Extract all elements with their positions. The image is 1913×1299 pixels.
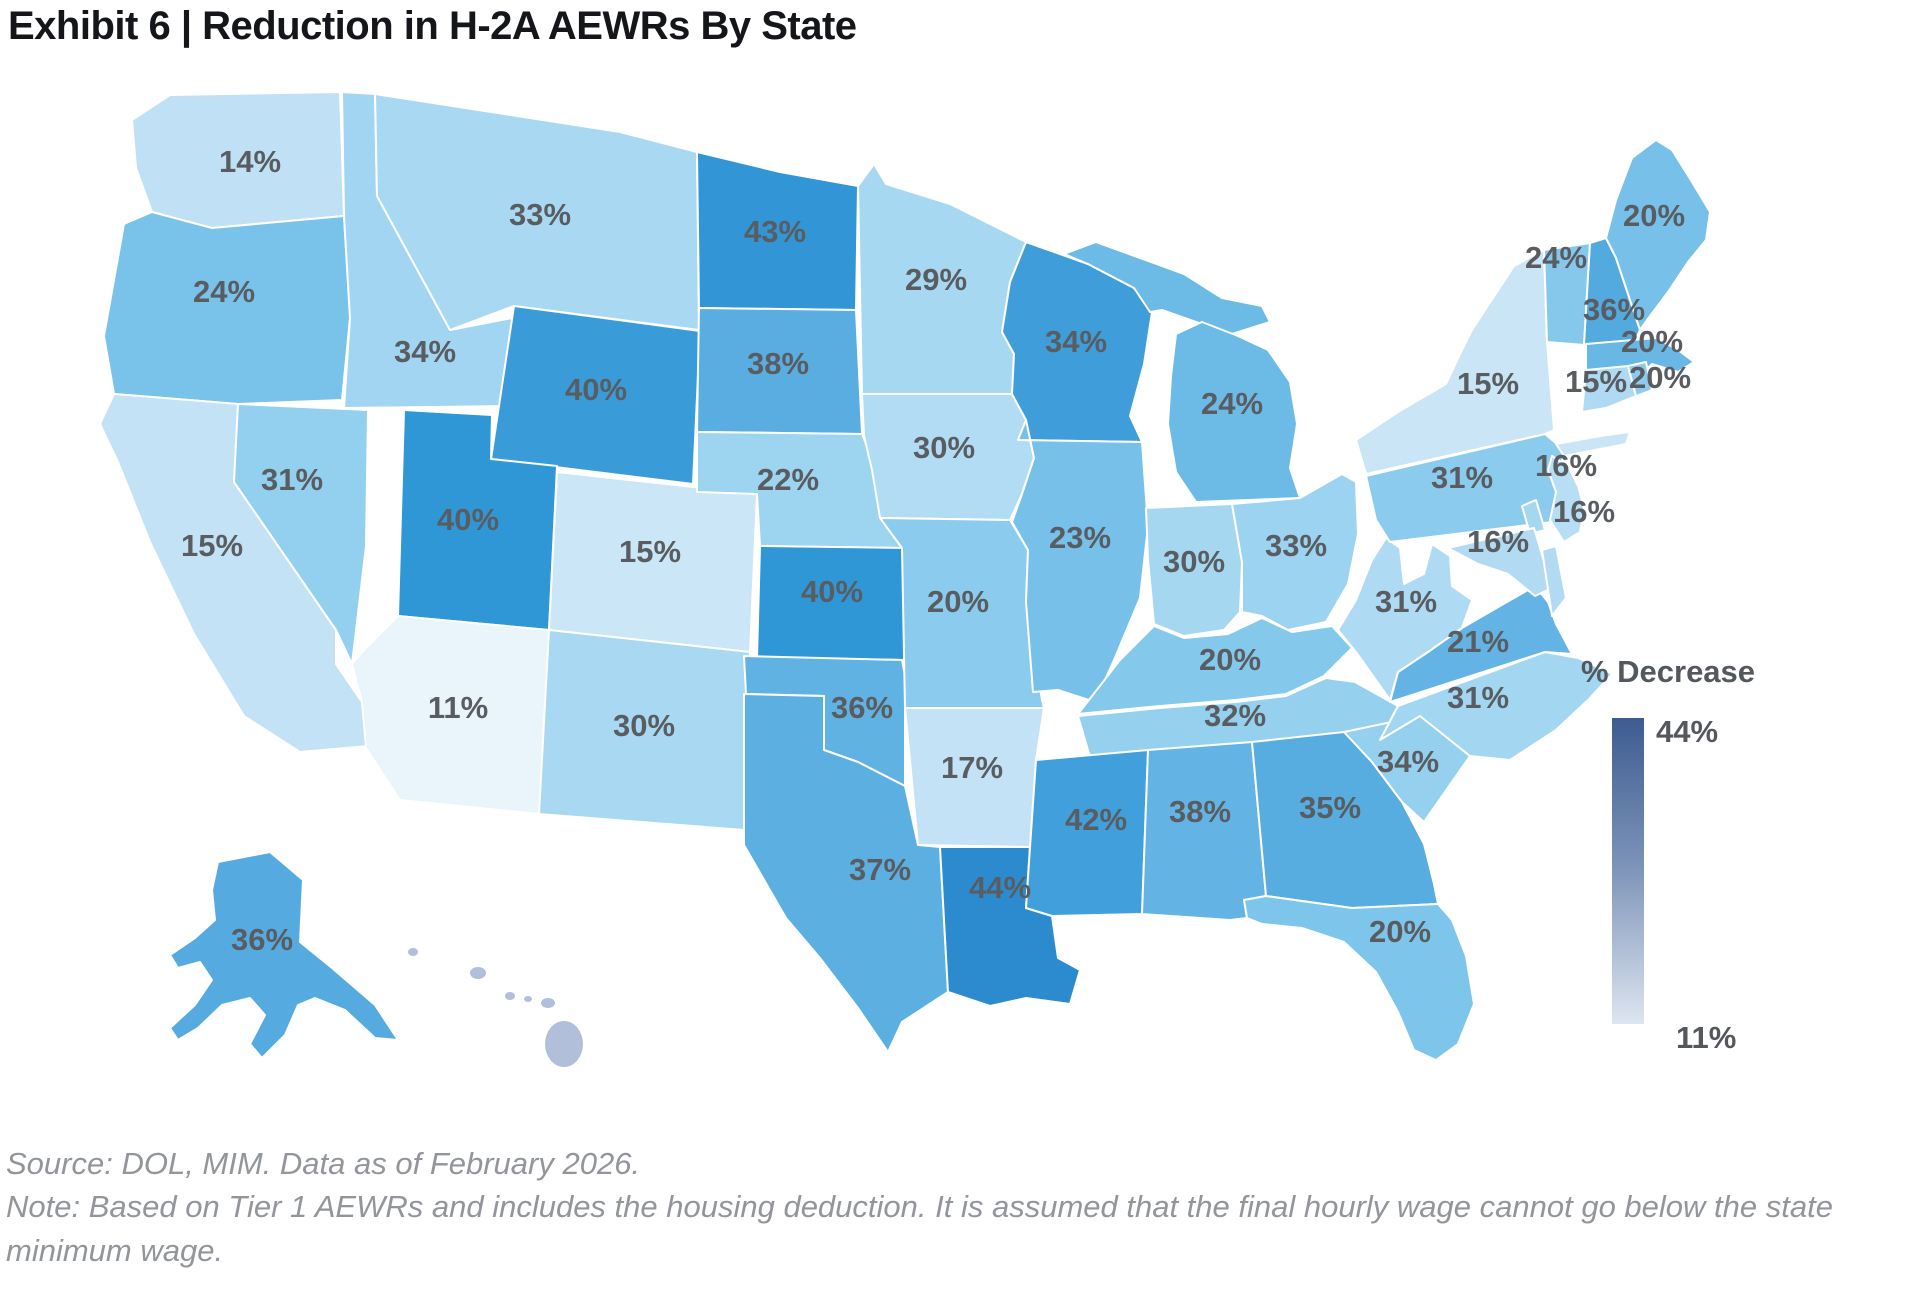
state-label-wa: 14% xyxy=(219,144,281,179)
state-hi-island xyxy=(408,948,418,956)
state-nj xyxy=(1547,455,1585,543)
state-il xyxy=(1011,419,1149,703)
state-label-ky: 20% xyxy=(1199,642,1261,677)
state-label-mt: 33% xyxy=(509,197,571,232)
state-label-fl: 20% xyxy=(1369,914,1431,949)
states-layer xyxy=(99,91,1711,1067)
legend-title: % Decrease xyxy=(1581,654,1755,689)
legend-max-label: 44% xyxy=(1656,714,1718,749)
state-label-oh: 33% xyxy=(1265,528,1327,563)
state-hi-island xyxy=(505,992,515,1000)
state-hi-island xyxy=(470,967,486,979)
state-ak xyxy=(169,851,399,1059)
state-label-nh: 36% xyxy=(1583,292,1645,327)
state-md xyxy=(1447,527,1553,597)
state-label-nd: 43% xyxy=(744,214,806,249)
state-label-ny: 15% xyxy=(1457,366,1519,401)
state-label-ct: 15% xyxy=(1565,364,1627,399)
state-label-sc: 34% xyxy=(1377,744,1439,779)
state-label-nc: 31% xyxy=(1447,680,1509,715)
map-legend: % Decrease 44% 11% xyxy=(1581,654,1755,1055)
state-label-mn: 29% xyxy=(905,262,967,297)
page-title: Exhibit 6 | Reduction in H-2A AEWRs By S… xyxy=(8,4,857,48)
state-al xyxy=(1141,741,1267,921)
state-mi xyxy=(1167,321,1301,503)
state-md xyxy=(1541,545,1567,617)
state-label-la: 44% xyxy=(969,870,1031,905)
state-oh xyxy=(1231,473,1359,631)
state-label-ma: 20% xyxy=(1621,324,1683,359)
state-ny xyxy=(1355,249,1555,475)
state-label-de: 16% xyxy=(1553,494,1615,529)
state-label-wy: 40% xyxy=(565,372,627,407)
state-label-ia: 30% xyxy=(913,430,975,465)
state-wy xyxy=(490,305,701,485)
state-label-ut: 40% xyxy=(437,502,499,537)
state-label-va: 21% xyxy=(1447,624,1509,659)
source-note: Source: DOL, MIM. Data as of February 20… xyxy=(6,1146,641,1181)
state-label-nv: 31% xyxy=(261,462,323,497)
state-label-vt: 24% xyxy=(1525,240,1587,275)
state-hi-island xyxy=(545,1021,583,1067)
state-de xyxy=(1521,499,1546,535)
state-label-ms: 42% xyxy=(1065,802,1127,837)
state-label-tx: 37% xyxy=(849,852,911,887)
state-label-pa: 31% xyxy=(1431,460,1493,495)
state-fl xyxy=(1243,895,1475,1061)
state-label-co: 15% xyxy=(619,534,681,569)
state-label-ga: 35% xyxy=(1299,790,1361,825)
state-label-az: 11% xyxy=(428,690,488,725)
state-label-il: 23% xyxy=(1049,520,1111,555)
legend-min-label: 11% xyxy=(1676,1020,1736,1055)
state-label-md: 16% xyxy=(1467,524,1529,559)
state-label-wv: 31% xyxy=(1375,584,1437,619)
state-label-ok: 36% xyxy=(831,690,893,725)
state-labels-layer: 14%24%15%31%34%33%40%40%15%11%30%43%38%2… xyxy=(181,144,1691,957)
state-ct xyxy=(1581,365,1637,413)
state-ny xyxy=(1555,431,1631,457)
state-nd xyxy=(696,151,859,311)
state-label-ne: 22% xyxy=(757,462,819,497)
state-label-wi: 34% xyxy=(1045,324,1107,359)
state-label-tn: 32% xyxy=(1204,698,1266,733)
state-label-in: 30% xyxy=(1163,544,1225,579)
state-ky xyxy=(1077,617,1353,715)
state-label-ak: 36% xyxy=(231,922,293,957)
state-label-ar: 17% xyxy=(941,750,1003,785)
methodology-note: Note: Based on Tier 1 AEWRs and includes… xyxy=(6,1189,1833,1268)
footer-notes: Source: DOL, MIM. Data as of February 20… xyxy=(6,1142,1911,1272)
state-me xyxy=(1605,139,1711,331)
state-wv xyxy=(1337,537,1473,701)
state-ri xyxy=(1627,361,1653,397)
state-hi-island xyxy=(524,996,532,1002)
state-label-ri: 20% xyxy=(1629,360,1691,395)
state-label-ca: 15% xyxy=(181,528,243,563)
state-label-nj: 16% xyxy=(1535,448,1597,483)
state-label-id: 34% xyxy=(394,334,456,369)
state-label-me: 20% xyxy=(1623,198,1685,233)
state-label-al: 38% xyxy=(1169,794,1231,829)
state-label-ks: 40% xyxy=(801,574,863,609)
state-label-mo: 20% xyxy=(927,584,989,619)
state-label-nm: 30% xyxy=(613,708,675,743)
state-label-sd: 38% xyxy=(747,346,809,381)
state-hi-island xyxy=(541,998,555,1008)
state-label-or: 24% xyxy=(193,274,255,309)
state-nc xyxy=(1379,651,1613,761)
state-or xyxy=(103,211,351,405)
state-mi xyxy=(1063,241,1271,335)
legend-gradient-bar xyxy=(1612,718,1644,1024)
state-label-mi: 24% xyxy=(1201,386,1263,421)
